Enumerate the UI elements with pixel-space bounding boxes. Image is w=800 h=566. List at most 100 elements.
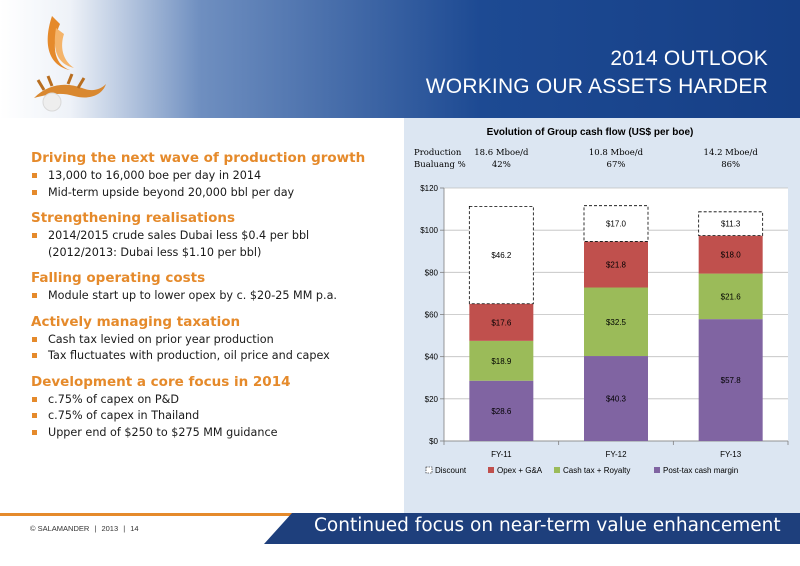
bullet-square-icon <box>32 396 37 402</box>
bullet-item: Tax fluctuates with production, oil pric… <box>31 348 391 365</box>
footer-info: © SALAMANDER | 2013 | 14 <box>30 524 142 533</box>
y-tick-label: $80 <box>425 268 439 277</box>
section-heading: Actively managing taxation <box>31 313 241 330</box>
data-label: $32.5 <box>606 318 627 327</box>
bullet-square-icon <box>32 173 37 178</box>
bar-segment <box>469 303 534 341</box>
legend-swatch <box>654 467 660 473</box>
salamander-logo <box>34 16 106 112</box>
bullet-text: 2014/2015 crude sales Dubai less $0.4 pe… <box>48 229 310 242</box>
bullet-item: 2014/2015 crude sales Dubai less $0.4 pe… <box>31 228 391 245</box>
footer-year: 2013 <box>101 524 119 533</box>
bar-segment <box>584 287 648 357</box>
data-label: $11.3 <box>721 220 741 229</box>
bullet-square-icon <box>32 336 37 342</box>
bualuang-value: 67% <box>607 160 626 170</box>
footer-accent-line <box>0 513 292 516</box>
bullet-square-icon <box>32 233 37 238</box>
legend-swatch <box>488 467 494 473</box>
data-label: $40.3 <box>606 395 627 404</box>
bullet-item: Cash tax levied on prior year production <box>31 332 391 349</box>
slide-title-line1: 2014 OUTLOOK <box>610 47 768 70</box>
section-heading: Driving the next wave of production grow… <box>31 150 366 166</box>
bullet-text: 13,000 to 16,000 boe per day in 2014 <box>48 169 262 182</box>
bar-segment <box>584 356 648 441</box>
y-tick-label: $20 <box>425 395 439 404</box>
bullet-text: Upper end of $250 to $275 MM guidance <box>48 425 278 439</box>
bullet-square-icon <box>32 353 37 358</box>
bar-segment <box>583 205 649 242</box>
cash-flow-chart: Evolution of Group cash flow (US$ per bo… <box>414 127 789 475</box>
footer-separator: | <box>94 524 97 533</box>
section-heading: Strengthening realisations <box>31 210 236 226</box>
bullet-item: c.75% of capex in Thailand <box>31 408 391 425</box>
legend-label: Discount <box>435 466 467 475</box>
production-value: 10.8 Mboe/d <box>589 148 644 158</box>
bullet-text: Cash tax levied on prior year production <box>48 332 274 346</box>
footer-band <box>264 513 800 544</box>
bullet-square-icon <box>32 413 37 418</box>
bullet-item: Module start up to lower opex by c. $20-… <box>31 288 391 305</box>
y-tick-label: $0 <box>429 437 438 446</box>
bar-segment <box>698 235 763 274</box>
x-tick-label: FY-12 <box>605 450 627 459</box>
y-tick-label: $60 <box>425 311 439 320</box>
data-label: $57.8 <box>721 376 742 385</box>
section-realisations: Strengthening realisations 2014/2015 cru… <box>31 210 391 261</box>
bullet-square-icon <box>32 189 37 195</box>
bullet-item: Mid-term upside beyond 20,000 bbl per da… <box>31 185 391 202</box>
bar-segment <box>698 211 764 237</box>
legend-swatch <box>425 466 433 474</box>
legend-label: Post-tax cash margin <box>663 466 738 475</box>
bualuang-value: 42% <box>492 160 511 170</box>
section-heading: Falling operating costs <box>31 270 206 286</box>
data-label: $28.6 <box>491 407 512 416</box>
y-tick-label: $40 <box>425 353 439 362</box>
legend-label: Opex + G&A <box>497 466 543 475</box>
section-production-growth: Driving the next wave of production grow… <box>31 150 391 201</box>
bullet-text: c.75% of capex on P&D <box>48 392 180 406</box>
data-label: $21.8 <box>606 261 627 270</box>
y-tick-label: $120 <box>420 184 438 193</box>
bullet-square-icon <box>32 429 37 435</box>
row-label-production: Production <box>414 148 462 158</box>
bar-segment <box>469 340 534 381</box>
bar-segment <box>468 205 534 305</box>
chart-title: Evolution of Group cash flow (US$ per bo… <box>487 127 694 138</box>
data-label: $17.6 <box>491 318 512 327</box>
section-taxation: Actively managing taxation Cash tax levi… <box>31 314 391 365</box>
bar-segment <box>584 241 648 288</box>
y-tick-label: $100 <box>420 226 438 235</box>
bullet-text: Module start up to lower opex by c. $20-… <box>48 289 337 302</box>
bullet-text: Mid-term upside beyond 20,000 bbl per da… <box>48 185 295 199</box>
bualuang-value: 86% <box>721 160 740 170</box>
slide-title-line2: WORKING OUR ASSETS HARDER <box>425 75 768 98</box>
section-development: Development a core focus in 2014 c.75% o… <box>31 374 391 442</box>
bar-segment <box>698 273 763 320</box>
chart-panel: Evolution of Group cash flow (US$ per bo… <box>404 118 800 513</box>
page-number: 14 <box>130 524 139 533</box>
bar-segment <box>469 380 534 441</box>
bullet-item: 13,000 to 16,000 boe per day in 2014 <box>31 168 391 185</box>
bullet-item: c.75% of capex on P&D <box>31 392 391 409</box>
copyright-text: © SALAMANDER <box>30 524 90 533</box>
header-banner: 2014 OUTLOOK WORKING OUR ASSETS HARDER <box>0 0 800 118</box>
section-heading: Development a core focus in 2014 <box>31 373 291 390</box>
bullet-text: c.75% of capex in Thailand <box>48 409 200 422</box>
footer-separator: | <box>123 524 126 533</box>
data-label: $18.9 <box>491 357 512 366</box>
bullet-square-icon <box>32 293 37 298</box>
bullet-item: Upper end of $250 to $275 MM guidance <box>31 425 391 442</box>
production-value: 14.2 Mboe/d <box>704 148 759 158</box>
bullet-continuation: (2012/2013: Dubai less $1.10 per bbl) <box>31 245 391 262</box>
bar-segment <box>698 319 763 441</box>
bullet-text: Tax fluctuates with production, oil pric… <box>48 349 330 362</box>
data-label: $21.6 <box>721 292 742 301</box>
row-label-bualuang: Bualuang % <box>414 160 466 170</box>
footer-tagline: Continued focus on near-term value enhan… <box>314 515 781 536</box>
data-label: $46.2 <box>491 251 512 260</box>
key-points: Driving the next wave of production grow… <box>31 150 391 450</box>
bullet-text: (2012/2013: Dubai less $1.10 per bbl) <box>48 245 262 259</box>
legend-swatch <box>554 467 560 473</box>
x-tick-label: FY-11 <box>491 450 512 459</box>
